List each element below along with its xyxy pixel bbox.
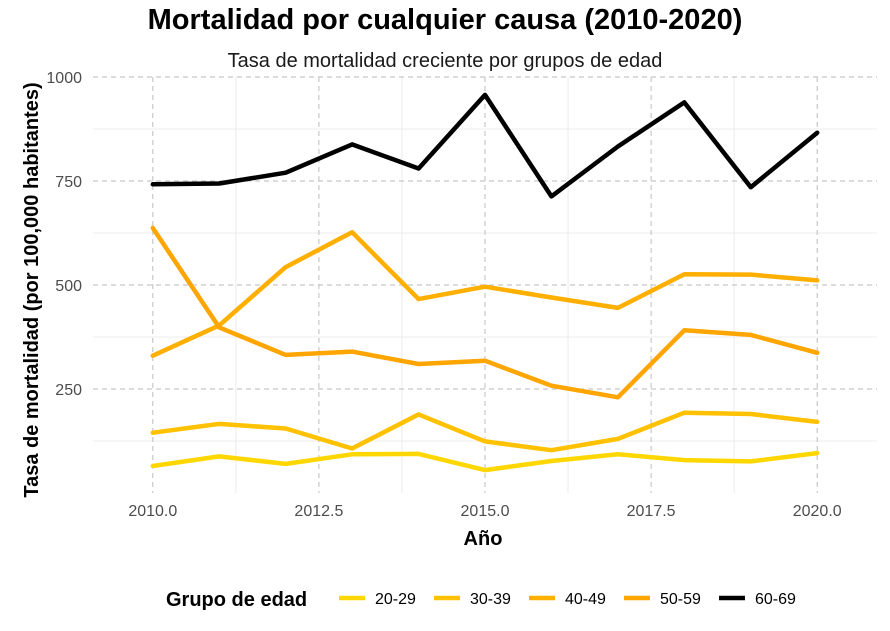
legend-item: 40-49 bbox=[529, 591, 606, 608]
y-axis-label: Tasa de mortalidad (por 100,000 habitant… bbox=[21, 82, 43, 497]
x-tick-label: 2015.0 bbox=[461, 503, 510, 520]
x-axis-label: Año bbox=[464, 528, 503, 550]
y-tick-label: 250 bbox=[55, 382, 82, 399]
legend-title: Grupo de edad bbox=[166, 589, 307, 611]
x-tick-label: 2017.5 bbox=[627, 503, 676, 520]
series-line-30-39 bbox=[150, 410, 820, 453]
x-tick-label: 2020.0 bbox=[793, 503, 842, 520]
series-line-60-69 bbox=[150, 92, 820, 199]
x-tick-label: 2012.5 bbox=[294, 503, 343, 520]
legend: Grupo de edad 20-29 30-39 40-49 50-59 60-69 bbox=[166, 589, 796, 611]
legend-label: 20-29 bbox=[375, 591, 416, 608]
x-tick-label: 2010.0 bbox=[128, 503, 177, 520]
y-tick-label: 1000 bbox=[46, 70, 82, 87]
y-tick-label: 500 bbox=[55, 278, 82, 295]
legend-label: 30-39 bbox=[470, 591, 511, 608]
legend-item: 20-29 bbox=[339, 591, 416, 608]
series-line-40-49 bbox=[150, 229, 820, 358]
legend-label: 40-49 bbox=[565, 591, 606, 608]
legend-label: 50-59 bbox=[660, 591, 701, 608]
y-tick-label: 750 bbox=[55, 174, 82, 191]
legend-item: 30-39 bbox=[434, 591, 511, 608]
chart-subtitle: Tasa de mortalidad creciente por grupos … bbox=[227, 50, 663, 72]
legend-item: 50-59 bbox=[624, 591, 701, 608]
series-line-50-59 bbox=[150, 225, 820, 400]
series-line-20-29 bbox=[150, 450, 820, 473]
chart-title: Mortalidad por cualquier causa (2010-202… bbox=[147, 4, 743, 36]
legend-item: 60-69 bbox=[719, 591, 796, 608]
legend-label: 60-69 bbox=[755, 591, 796, 608]
